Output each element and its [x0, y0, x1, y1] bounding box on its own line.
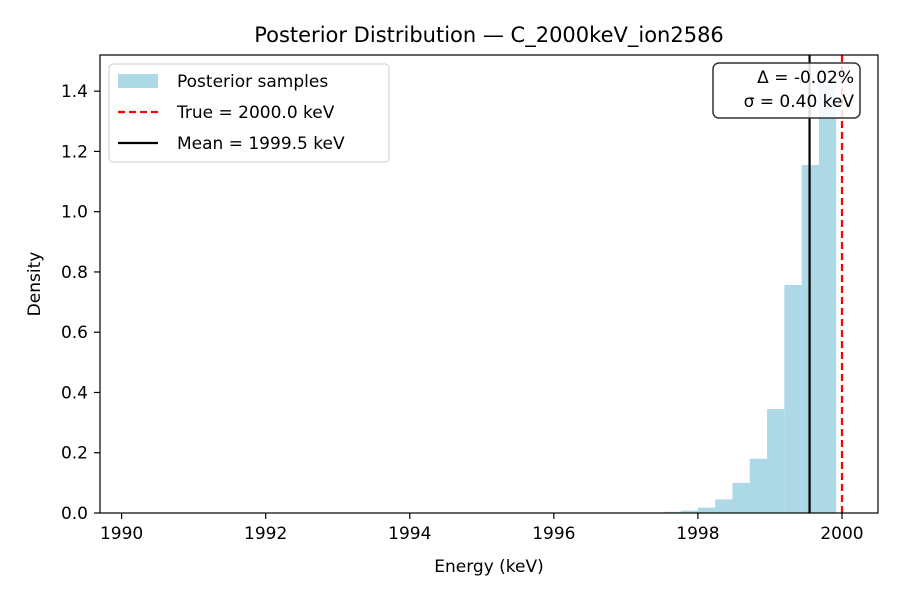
x-tick-label: 1990: [100, 524, 143, 544]
histogram-bar: [784, 284, 802, 513]
chart-title: Posterior Distribution — C_2000keV_ion25…: [254, 23, 724, 48]
plot-frame: [99, 54, 879, 514]
histogram-bar: [680, 510, 698, 513]
histogram-bar: [732, 482, 750, 513]
histogram-bar: [663, 511, 681, 513]
x-tick-label: 1998: [676, 524, 719, 544]
x-tick-label: 2000: [820, 524, 863, 544]
stats-delta: Δ = -0.02%: [757, 68, 854, 88]
x-tick-label: 1994: [388, 524, 431, 544]
legend-label-true: True = 2000.0 keV: [176, 103, 335, 123]
histogram-bar: [818, 79, 837, 514]
histogram-bar: [715, 499, 733, 513]
legend: Posterior samples True = 2000.0 keV Mean…: [108, 63, 390, 163]
histogram-bar: [749, 458, 768, 513]
histogram-bar: [697, 507, 716, 513]
legend-label-mean: Mean = 1999.5 keV: [177, 134, 345, 154]
stats-box: [712, 62, 861, 119]
histogram-bars: [663, 79, 837, 514]
y-axis-ticks: 0.0 0.2 0.4 0.6 0.8 1.0 1.2 1.4: [61, 82, 100, 524]
stats-sigma: σ = 0.40 keV: [744, 92, 855, 112]
y-tick-label: 0.8: [61, 263, 88, 283]
x-tick-label: 1996: [532, 524, 575, 544]
y-tick-label: 0.2: [61, 444, 88, 464]
y-tick-label: 0.0: [61, 504, 88, 524]
y-axis-label: Density: [25, 252, 45, 317]
legend-box: [108, 63, 390, 163]
histogram-bar: [767, 409, 785, 513]
x-axis-ticks: 1990 1992 1994 1996 1998 2000: [100, 513, 864, 544]
stats-annotation: Δ = -0.02% σ = 0.40 keV: [712, 62, 861, 119]
y-tick-label: 1.0: [61, 203, 88, 223]
y-tick-label: 1.2: [61, 142, 88, 162]
reference-lines: [808, 55, 844, 513]
x-tick-label: 1992: [244, 524, 287, 544]
x-axis-label: Energy (keV): [434, 557, 544, 577]
legend-swatch-posterior: [118, 74, 158, 88]
y-tick-label: 0.6: [61, 323, 88, 343]
legend-label-posterior: Posterior samples: [177, 72, 328, 92]
y-tick-label: 0.4: [61, 383, 88, 403]
y-tick-label: 1.4: [61, 82, 88, 102]
